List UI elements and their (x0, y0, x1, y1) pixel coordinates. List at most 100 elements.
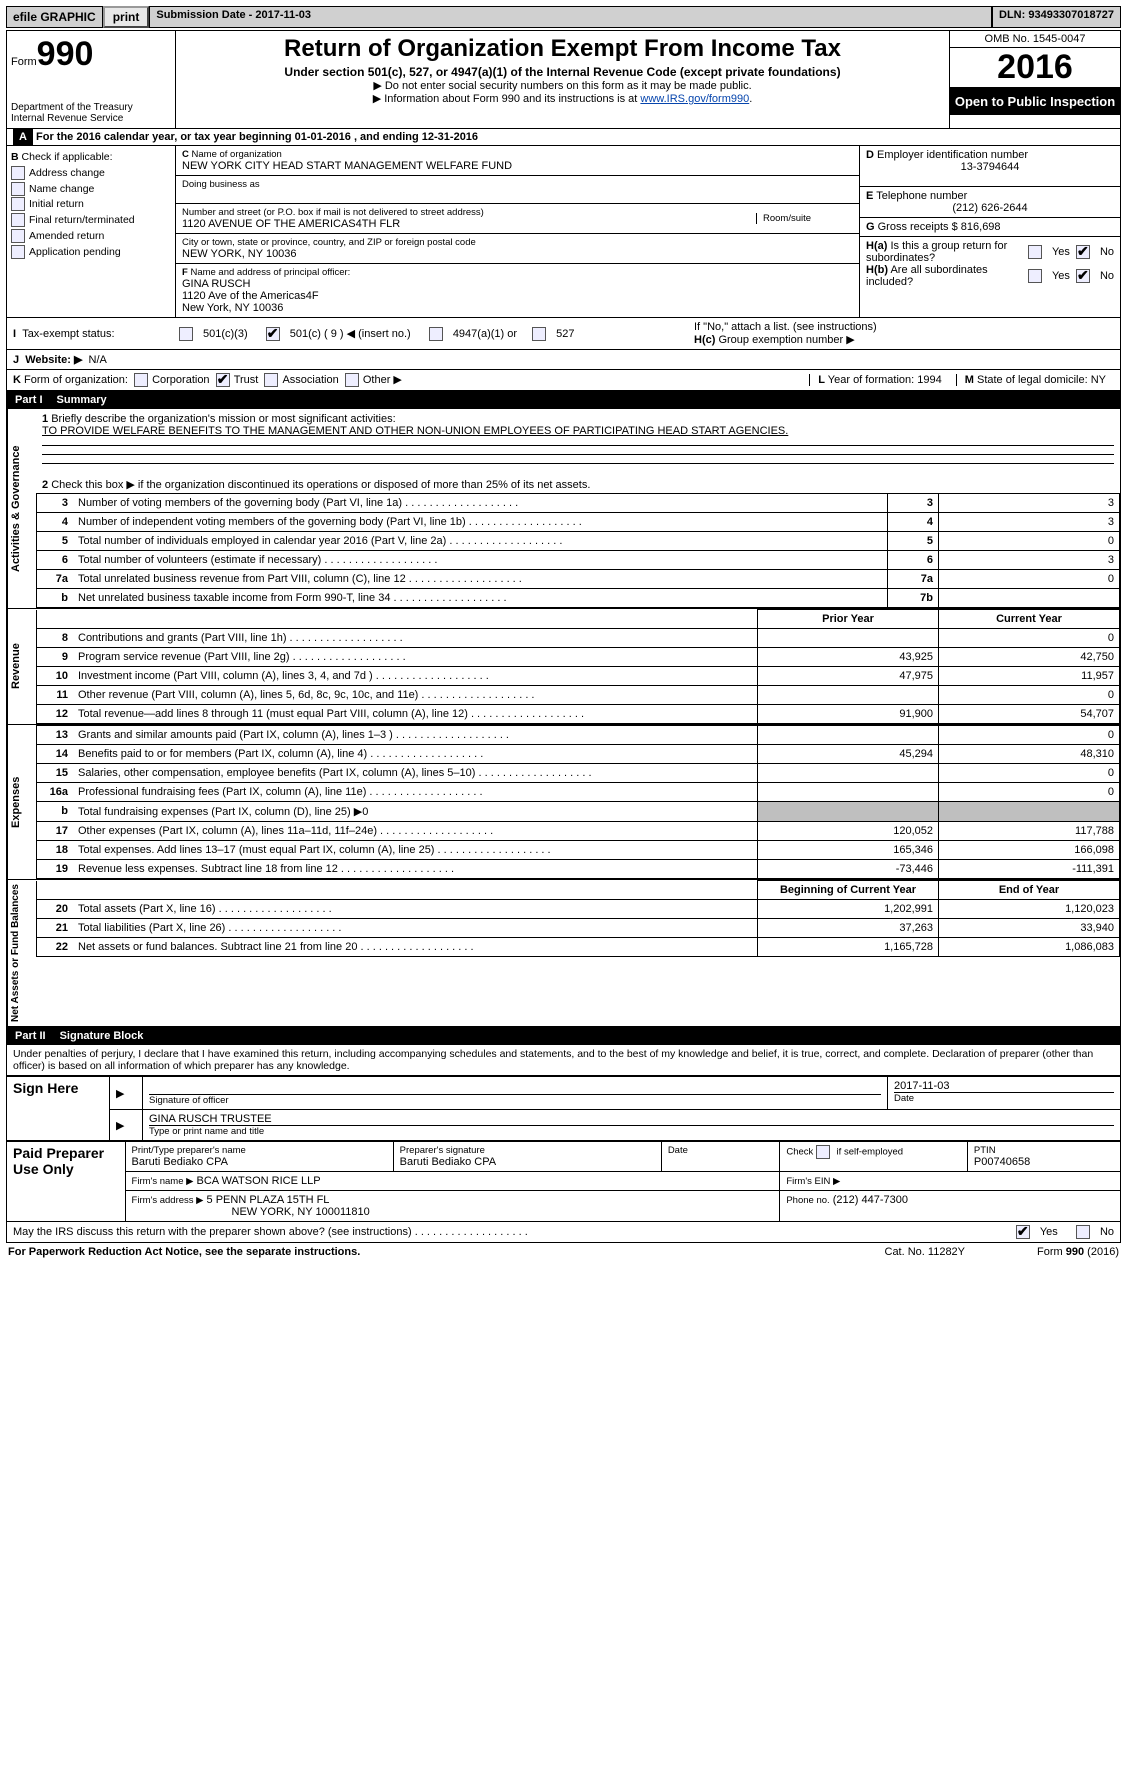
form-header: Form990 Department of the Treasury Inter… (6, 30, 1121, 129)
chk-name-change[interactable] (11, 182, 25, 196)
mayirs-yes[interactable] (1016, 1225, 1030, 1239)
line2-text: Check this box ▶ if the organization dis… (51, 479, 590, 491)
form-id-block: Form990 Department of the Treasury Inter… (7, 31, 176, 128)
mayirs-no-lbl: No (1100, 1226, 1114, 1238)
check-if-applicable: B Check if applicable: Address change Na… (7, 146, 176, 317)
rev-block: Revenue Prior Year Current Year 8 Contri… (6, 609, 1121, 725)
net-table: Beginning of Current Year End of Year 20… (36, 880, 1120, 957)
i-opt-0: 501(c)(3) (203, 328, 248, 340)
website-value: N/A (89, 354, 107, 366)
table-row: 8 Contributions and grants (Part VIII, l… (37, 629, 1120, 648)
firm-addr-lbl: Firm's address ▶ (132, 1195, 204, 1206)
prep-sig-lbl: Preparer's signature (400, 1145, 655, 1156)
k-opt-3: Other ▶ (363, 374, 402, 386)
table-row: 4 Number of independent voting members o… (37, 513, 1120, 532)
part2-tag: Part II (15, 1030, 46, 1042)
form990-link[interactable]: www.IRS.gov/form990 (640, 93, 749, 105)
k-opt-0: Corporation (152, 374, 209, 386)
hb-no[interactable] (1076, 269, 1090, 283)
org-name: NEW YORK CITY HEAD START MANAGEMENT WELF… (182, 160, 853, 172)
ein-phone-block: D Employer identification number 13-3794… (859, 146, 1120, 317)
d-label: Employer identification number (877, 149, 1028, 161)
note-prefix: ▶ Information about Form 990 and its ins… (373, 93, 641, 105)
chk-application-pending[interactable] (11, 245, 25, 259)
tax-year-range: For the 2016 calendar year, or tax year … (36, 131, 478, 143)
chk-self-employed[interactable] (816, 1145, 830, 1159)
year-block: OMB No. 1545-0047 2016 Open to Public In… (950, 31, 1120, 128)
ptin-lbl: PTIN (974, 1145, 1114, 1156)
k-label: Form of organization: (24, 374, 128, 386)
table-row: 3 Number of voting members of the govern… (37, 494, 1120, 513)
b-opt-4: Amended return (29, 230, 104, 242)
city-label: City or town, state or province, country… (182, 237, 853, 248)
prep-date-lbl: Date (668, 1145, 774, 1156)
chk-assoc[interactable] (264, 373, 278, 387)
exp-vlabel: Expenses (7, 725, 36, 879)
note-ssn: ▶ Do not enter social security numbers o… (184, 79, 941, 92)
exp-block: Expenses 13 Grants and similar amounts p… (6, 725, 1121, 880)
tax-exempt-row: I Tax-exempt status: 501(c)(3) 501(c) ( … (6, 318, 1121, 350)
street-value: 1120 AVENUE OF THE AMERICAS4TH FLR (182, 218, 750, 230)
a-label: A (13, 129, 33, 145)
table-row: 6 Total number of volunteers (estimate i… (37, 551, 1120, 570)
hb-yes[interactable] (1028, 269, 1042, 283)
i-opt-1: 501(c) ( 9 ) ◀ (insert no.) (290, 327, 411, 340)
i-opt-3: 527 (556, 328, 574, 340)
sign-here-label: Sign Here (7, 1077, 110, 1141)
col-prior: Prior Year (758, 610, 939, 629)
chk-initial-return[interactable] (11, 197, 25, 211)
chk-501c3[interactable] (179, 327, 193, 341)
section-a-bar: A For the 2016 calendar year, or tax yea… (6, 129, 1121, 146)
m-value: NY (1091, 374, 1106, 386)
chk-trust[interactable] (216, 373, 230, 387)
chk-501c[interactable] (266, 327, 280, 341)
form-number: 990 (37, 35, 94, 73)
b-opt-1: Name change (29, 183, 94, 195)
table-row: 22 Net assets or fund balances. Subtract… (37, 938, 1120, 957)
chk-address-change[interactable] (11, 166, 25, 180)
ha-yes[interactable] (1028, 245, 1042, 259)
b-label: Check if applicable: (22, 151, 113, 163)
table-row: 16a Professional fundraising fees (Part … (37, 783, 1120, 802)
chk-4947[interactable] (429, 327, 443, 341)
print-button[interactable]: print (103, 6, 150, 28)
form-label: Form (11, 56, 37, 68)
table-row: 19 Revenue less expenses. Subtract line … (37, 860, 1120, 879)
ha-label: Is this a group return for subordinates? (866, 240, 1007, 264)
submission-date: Submission Date - 2017-11-03 (149, 6, 992, 28)
city-value: NEW YORK, NY 10036 (182, 248, 853, 260)
firm-phone-lbl: Phone no. (786, 1195, 829, 1206)
may-irs-text: May the IRS discuss this return with the… (13, 1226, 412, 1238)
perjury-text: Under penalties of perjury, I declare th… (6, 1045, 1121, 1076)
prep-name: Baruti Bediako CPA (132, 1156, 387, 1168)
chk-corp[interactable] (134, 373, 148, 387)
ha-no[interactable] (1076, 245, 1090, 259)
mayirs-no[interactable] (1076, 1225, 1090, 1239)
firm-ein-lbl: Firm's EIN ▶ (786, 1176, 840, 1187)
table-row: 12 Total revenue—add lines 8 through 11 … (37, 705, 1120, 724)
chk-final-return[interactable] (11, 213, 25, 227)
j-label: Website: ▶ (25, 354, 82, 366)
hb-yes-lbl: Yes (1052, 270, 1070, 282)
part1-title: Summary (57, 394, 107, 406)
efile-label: efile GRAPHIC (6, 6, 103, 28)
gross-receipts: 816,698 (961, 221, 1001, 233)
hc-label: Group exemption number ▶ (718, 334, 854, 346)
public-inspection: Open to Public Inspection (950, 88, 1120, 115)
footer-form-no: 990 (1066, 1246, 1084, 1258)
title-block: Return of Organization Exempt From Incom… (176, 31, 950, 128)
check-self-lbl: Check (786, 1147, 816, 1158)
hb-no-lbl: No (1100, 270, 1114, 282)
chk-amended[interactable] (11, 229, 25, 243)
paid-preparer-label: Paid Preparer Use Only (7, 1142, 126, 1222)
gov-table: 3 Number of voting members of the govern… (36, 493, 1120, 608)
sig-officer-label: Signature of officer (149, 1095, 881, 1106)
chk-other[interactable] (345, 373, 359, 387)
table-row: 21 Total liabilities (Part X, line 26) 3… (37, 919, 1120, 938)
part2-title: Signature Block (60, 1030, 144, 1042)
table-row: 10 Investment income (Part VIII, column … (37, 667, 1120, 686)
chk-527[interactable] (532, 327, 546, 341)
net-vlabel: Net Assets or Fund Balances (7, 880, 36, 1026)
dba-label: Doing business as (182, 179, 853, 190)
table-row: 17 Other expenses (Part IX, column (A), … (37, 822, 1120, 841)
